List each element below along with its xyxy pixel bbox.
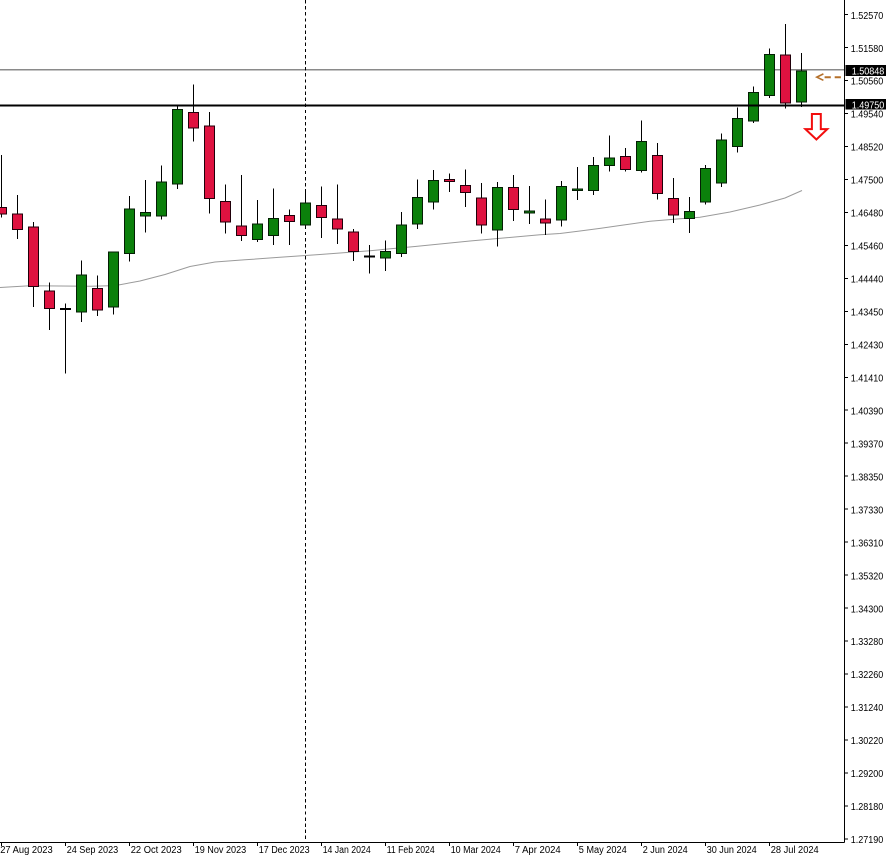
svg-text:1.46480: 1.46480 (851, 208, 884, 220)
svg-text:5 May 2024: 5 May 2024 (579, 845, 627, 856)
svg-text:1.41410: 1.41410 (851, 372, 884, 384)
svg-text:28 Jul 2024: 28 Jul 2024 (771, 845, 819, 856)
svg-text:1.31240: 1.31240 (851, 702, 884, 714)
svg-text:1.30220: 1.30220 (851, 735, 884, 747)
svg-text:19 Nov 2023: 19 Nov 2023 (195, 845, 247, 856)
svg-text:1.47500: 1.47500 (851, 175, 884, 187)
svg-text:24 Sep 2023: 24 Sep 2023 (67, 845, 119, 856)
svg-text:1.44440: 1.44440 (851, 274, 884, 286)
svg-text:1.35320: 1.35320 (851, 570, 884, 582)
svg-text:7 Apr 2024: 7 Apr 2024 (515, 845, 561, 856)
svg-text:1.42430: 1.42430 (851, 340, 884, 352)
svg-text:2 Jun 2024: 2 Jun 2024 (643, 845, 688, 856)
svg-text:1.28180: 1.28180 (851, 801, 884, 813)
svg-text:1.39370: 1.39370 (851, 438, 884, 450)
svg-text:1.29200: 1.29200 (851, 768, 884, 780)
svg-text:1.36310: 1.36310 (851, 537, 884, 549)
svg-text:10 Mar 2024: 10 Mar 2024 (451, 845, 501, 856)
svg-text:1.32260: 1.32260 (851, 669, 884, 681)
svg-text:1.51580: 1.51580 (851, 43, 884, 55)
svg-text:1.34300: 1.34300 (851, 603, 884, 615)
svg-text:11 Feb 2024: 11 Feb 2024 (387, 845, 435, 856)
svg-text:1.37330: 1.37330 (851, 504, 884, 516)
svg-text:1.45460: 1.45460 (851, 241, 884, 253)
svg-text:14 Jan 2024: 14 Jan 2024 (323, 845, 371, 856)
svg-text:30 Jun 2024: 30 Jun 2024 (707, 845, 757, 856)
svg-text:1.40390: 1.40390 (851, 405, 884, 417)
svg-text:1.48520: 1.48520 (851, 142, 884, 154)
svg-text:1.38350: 1.38350 (851, 471, 884, 483)
svg-text:27 Aug 2023: 27 Aug 2023 (0, 845, 53, 856)
svg-text:1.50848: 1.50848 (852, 66, 885, 78)
svg-text:17 Dec 2023: 17 Dec 2023 (259, 845, 310, 856)
svg-text:1.43450: 1.43450 (851, 307, 884, 319)
svg-text:1.27190: 1.27190 (851, 834, 884, 846)
svg-text:1.52570: 1.52570 (851, 10, 884, 22)
svg-text:1.33280: 1.33280 (851, 636, 884, 648)
svg-text:1.49750: 1.49750 (852, 99, 885, 111)
svg-text:22 Oct 2023: 22 Oct 2023 (131, 845, 182, 856)
